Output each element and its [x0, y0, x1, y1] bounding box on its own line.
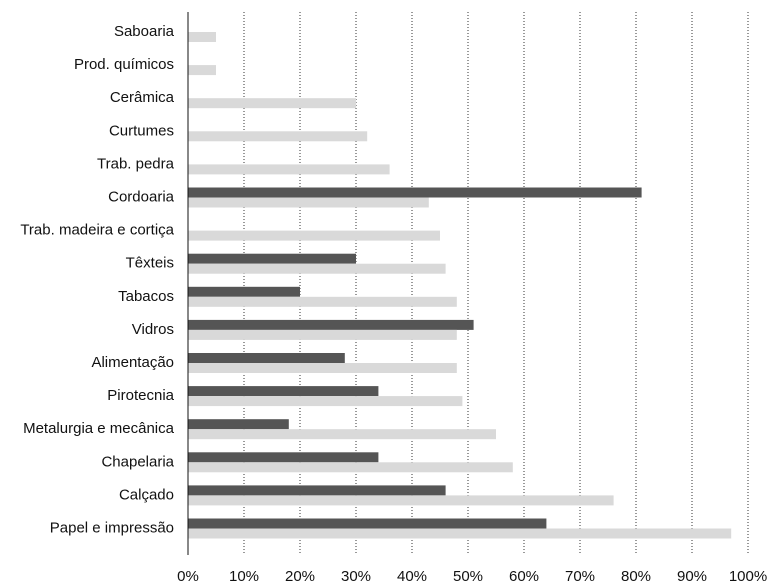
category-label: Tabacos [118, 288, 174, 305]
x-tick-label: 30% [341, 568, 371, 585]
bar-light [188, 396, 463, 407]
x-tick-label: 70% [565, 568, 595, 585]
x-tick-label: 10% [229, 568, 259, 585]
bar-dark [188, 419, 289, 430]
bar-dark [188, 253, 356, 264]
bar-dark [188, 386, 379, 397]
bar-light [188, 462, 513, 473]
category-label: Papel e impressão [50, 520, 174, 537]
category-label: Vidros [132, 321, 174, 338]
category-label: Calçado [119, 486, 174, 503]
bar-light [188, 296, 457, 307]
bar-light [188, 197, 429, 208]
bar-light [188, 363, 457, 373]
bar-light [188, 528, 732, 539]
category-label: Cordoaria [108, 189, 175, 206]
category-label: Alimentação [91, 354, 174, 371]
category-label: Saboaria [114, 23, 175, 40]
bar-light [188, 230, 440, 241]
bar-light [188, 164, 390, 175]
x-tick-label: 90% [677, 568, 707, 585]
category-label: Cerâmica [110, 89, 175, 106]
bar-dark [188, 286, 300, 297]
x-tick-labels: 0% 10% 20% 30% 40% 50% 60% 70% 80% 90% 100% [177, 568, 767, 585]
bar-light [188, 495, 614, 506]
bar-dark [188, 353, 345, 363]
x-tick-label: 100% [729, 568, 767, 585]
bar-light [188, 32, 216, 42]
bar-light [188, 329, 457, 340]
category-label: Trab. madeira e cortiça [20, 222, 174, 239]
x-tick-label: 60% [509, 568, 539, 585]
category-labels: Saboaria Prod. químicos Cerâmica Curtumes Tr… [20, 23, 174, 537]
category-label: Trab. pedra [97, 155, 175, 172]
bar-light [188, 263, 446, 274]
x-tick-label: 50% [453, 568, 483, 585]
bar-light [188, 131, 368, 142]
x-tick-label: 80% [621, 568, 651, 585]
x-tick-label: 20% [285, 568, 315, 585]
category-label: Têxteis [126, 255, 174, 272]
bar-dark [188, 452, 379, 463]
category-label: Pirotecnia [107, 387, 174, 404]
category-label: Curtumes [109, 122, 174, 139]
x-tick-label: 40% [397, 568, 427, 585]
bar-dark [188, 485, 446, 496]
bar-dark [188, 518, 547, 529]
gridlines [243, 12, 749, 555]
bars [188, 32, 732, 539]
bar-light [188, 65, 216, 76]
bar-light [188, 429, 496, 440]
category-label: Metalurgia e mecânica [23, 420, 175, 437]
x-tick-label: 0% [177, 568, 199, 585]
category-label: Prod. químicos [74, 56, 174, 73]
bar-light [188, 98, 356, 109]
category-label: Chapelaria [101, 453, 174, 470]
bar-dark [188, 319, 474, 330]
bar-dark [188, 187, 642, 198]
